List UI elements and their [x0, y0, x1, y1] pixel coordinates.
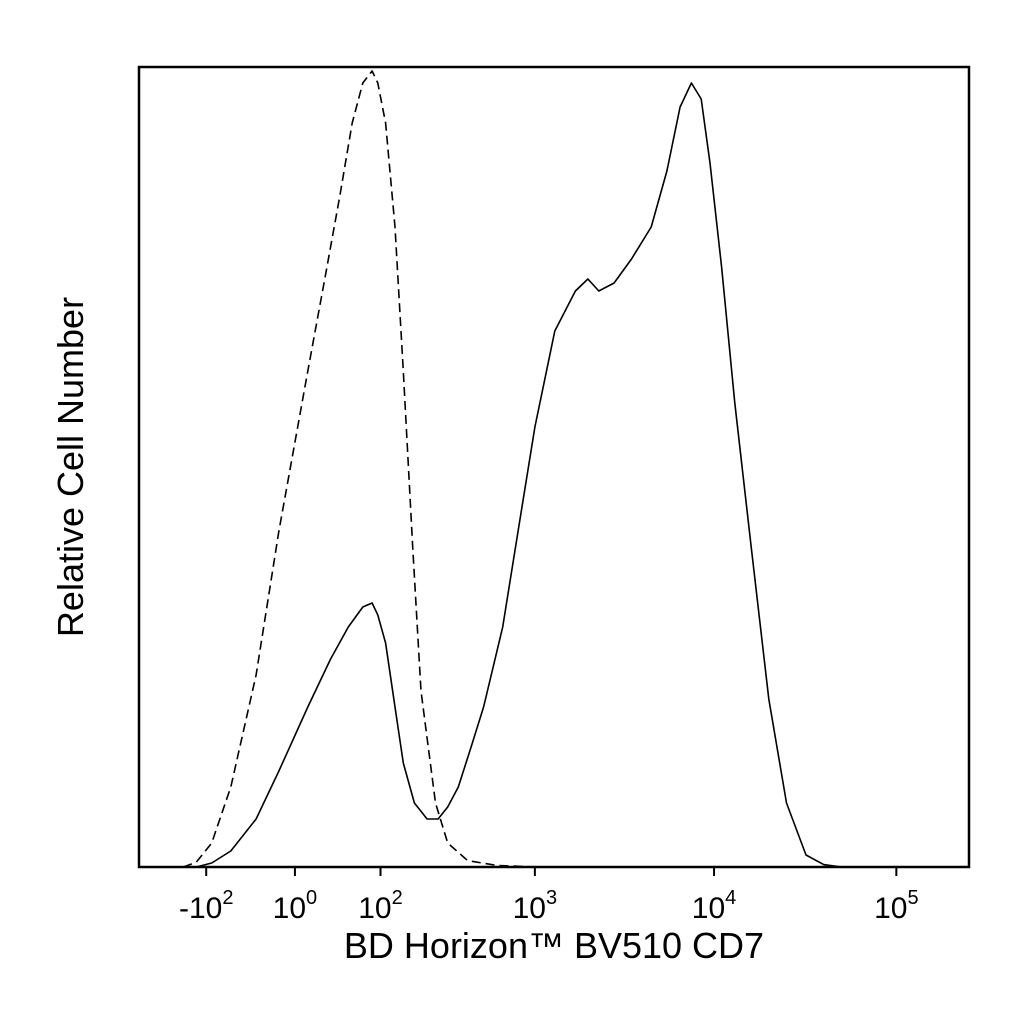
x-tick-label: 100 [273, 887, 318, 925]
x-axis-label: BD Horizon™ BV510 CD7 [344, 925, 764, 966]
plot-frame [137, 65, 971, 869]
series-line-dashed [183, 70, 535, 868]
y-axis-label: Relative Cell Number [50, 297, 91, 637]
x-tick-label: -102 [179, 887, 233, 925]
x-tick-label: 105 [874, 887, 919, 925]
series-line-solid [196, 82, 842, 868]
series-layer [183, 70, 842, 868]
x-tick-label: 104 [692, 887, 737, 925]
x-tick-label: 102 [358, 887, 403, 925]
x-tick-label: 103 [513, 887, 558, 925]
x-axis-ticks: -102 100 102 103 104 105 [179, 867, 919, 925]
